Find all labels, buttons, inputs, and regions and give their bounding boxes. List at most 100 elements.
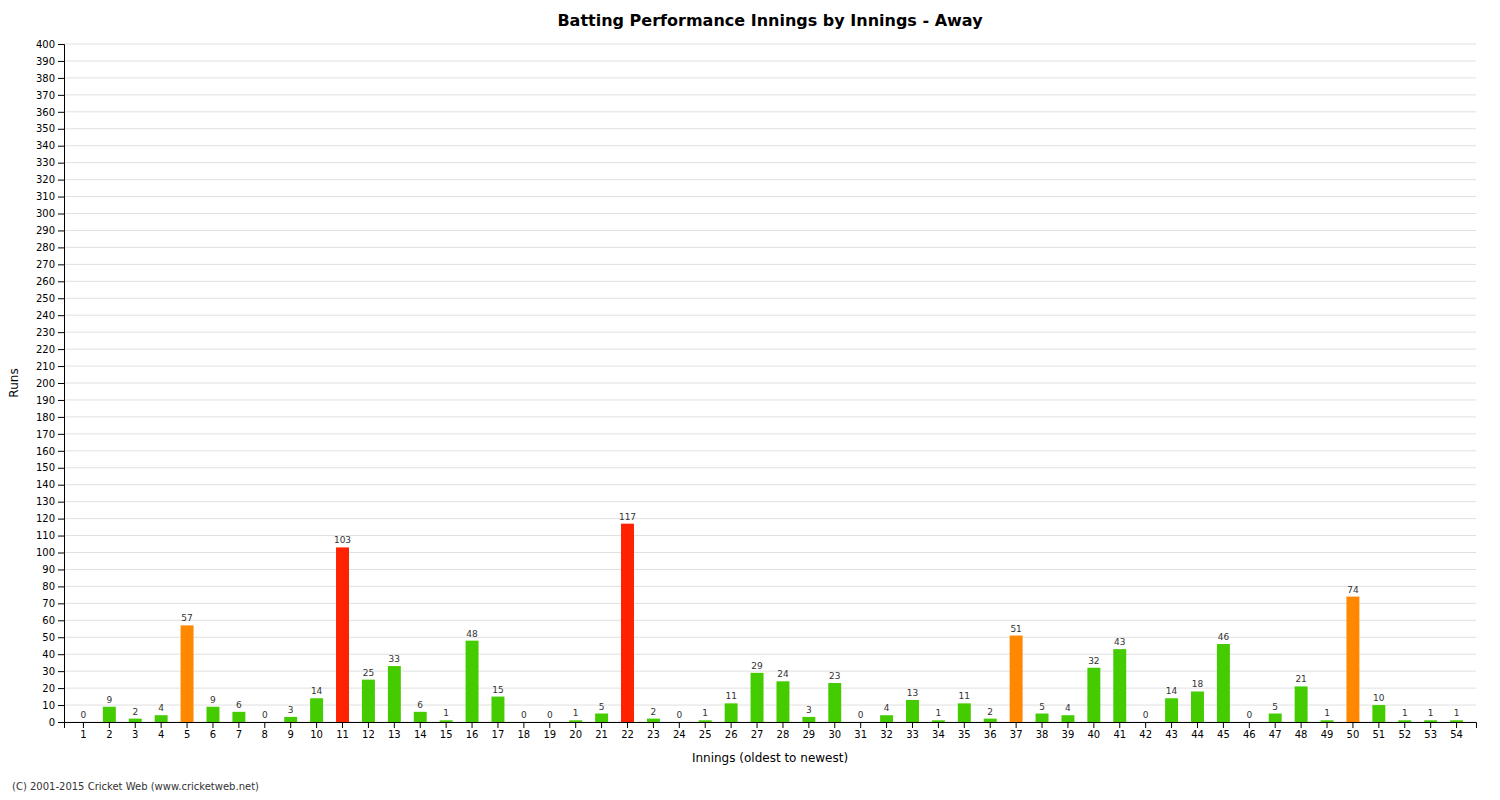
- y-tick: 100: [36, 547, 64, 558]
- x-tick: 32: [880, 722, 893, 740]
- y-tick-label: 130: [36, 496, 55, 507]
- data-label: 0: [262, 710, 268, 720]
- y-tick-mark: [58, 366, 64, 367]
- grid-line: [64, 230, 1476, 231]
- bar: [751, 673, 764, 722]
- x-tick: 1: [80, 722, 86, 740]
- x-tick: 41: [1113, 722, 1126, 740]
- y-tick-label: 90: [42, 564, 55, 575]
- x-tick: 16: [466, 722, 479, 740]
- x-tick-label: 1: [80, 729, 86, 740]
- grid-line: [64, 552, 1476, 553]
- y-tick-label: 120: [36, 513, 55, 524]
- y-tick-label: 230: [36, 327, 55, 338]
- x-tick: 3: [132, 722, 138, 740]
- x-tick-mark: [342, 722, 343, 728]
- data-label: 33: [389, 654, 400, 664]
- bar: [673, 722, 686, 723]
- x-tick-label: 27: [751, 729, 764, 740]
- y-tick: 160: [36, 446, 64, 457]
- x-tick-mark: [834, 722, 835, 728]
- y-tick-mark: [58, 434, 64, 435]
- x-tick-mark: [705, 722, 706, 728]
- y-tick: 350: [36, 123, 64, 134]
- y-tick: 340: [36, 140, 64, 151]
- x-tick-label: 3: [132, 729, 138, 740]
- x-tick-label: 23: [647, 729, 660, 740]
- x-tick-mark: [1042, 722, 1043, 728]
- y-tick-mark: [58, 553, 64, 554]
- x-tick-mark: [161, 722, 162, 728]
- y-tick: 230: [36, 327, 64, 338]
- y-tick-mark: [58, 230, 64, 231]
- x-tick: 33: [906, 722, 919, 740]
- x-tick: 15: [440, 722, 453, 740]
- x-tick-label: 14: [414, 729, 427, 740]
- data-label: 29: [751, 661, 763, 671]
- y-axis-title: Runs: [7, 368, 21, 397]
- data-label: 1: [573, 708, 579, 718]
- x-tick-mark: [1327, 722, 1328, 728]
- chart: 0102030405060708090100110120130140150160…: [0, 0, 1500, 800]
- x-tick-mark: [860, 722, 861, 728]
- data-label: 0: [547, 710, 553, 720]
- data-label: 74: [1347, 585, 1359, 595]
- y-tick-mark: [58, 78, 64, 79]
- y-tick: 30: [42, 666, 64, 677]
- y-tick-label: 180: [36, 412, 55, 423]
- y-tick-label: 160: [36, 446, 55, 457]
- y-tick: 390: [36, 56, 64, 67]
- x-tick-label: 25: [699, 729, 712, 740]
- x-tick-label: 17: [492, 729, 505, 740]
- x-tick-label: 19: [543, 729, 556, 740]
- x-tick-mark: [83, 722, 84, 728]
- x-tick: 54: [1450, 722, 1463, 740]
- grid-line: [64, 196, 1476, 197]
- bar: [854, 722, 867, 723]
- x-tick: 4: [158, 722, 164, 740]
- grid-line: [64, 315, 1476, 316]
- x-tick-label: 5: [184, 729, 190, 740]
- x-tick-mark: [1067, 722, 1068, 728]
- y-tick-label: 0: [49, 717, 55, 728]
- x-tick: 24: [673, 722, 686, 740]
- y-tick-mark: [58, 654, 64, 655]
- x-tick-label: 34: [932, 729, 945, 740]
- x-tick-mark: [394, 722, 395, 728]
- x-tick-label: 15: [440, 729, 453, 740]
- data-label: 1: [702, 708, 708, 718]
- x-tick-mark: [1171, 722, 1172, 728]
- y-tick: 90: [42, 564, 64, 575]
- x-tick: 44: [1191, 722, 1204, 740]
- data-label: 6: [236, 700, 242, 710]
- bar: [129, 719, 142, 722]
- y-tick-mark: [58, 620, 64, 621]
- title: Batting Performance Innings by Innings -…: [557, 11, 983, 30]
- y-tick: 310: [36, 191, 64, 202]
- data-label: 117: [619, 512, 636, 522]
- x-tick-mark: [549, 722, 550, 728]
- x-tick-label: 2: [106, 729, 112, 740]
- y-tick: 120: [36, 513, 64, 524]
- grid-line: [64, 60, 1476, 61]
- x-tick-label: 49: [1321, 729, 1334, 740]
- x-axis-line: [65, 723, 1477, 729]
- x-tick-label: 54: [1450, 729, 1463, 740]
- y-tick: 200: [36, 378, 64, 389]
- bar: [388, 666, 401, 722]
- x-tick: 10: [310, 722, 323, 740]
- y-tick: 260: [36, 276, 64, 287]
- y-tick-label: 260: [36, 276, 55, 287]
- y-tick: 20: [42, 683, 64, 694]
- x-tick: 48: [1295, 722, 1308, 740]
- grid-line: [64, 179, 1476, 180]
- data-label: 0: [81, 710, 87, 720]
- y-tick: 0: [49, 717, 64, 728]
- x-tick-label: 10: [310, 729, 323, 740]
- grid-line: [64, 705, 1476, 706]
- grid-line: [64, 671, 1476, 672]
- x-tick: 35: [958, 722, 971, 740]
- grid-line: [64, 383, 1476, 384]
- grid-line: [64, 399, 1476, 400]
- y-tick-label: 30: [42, 666, 55, 677]
